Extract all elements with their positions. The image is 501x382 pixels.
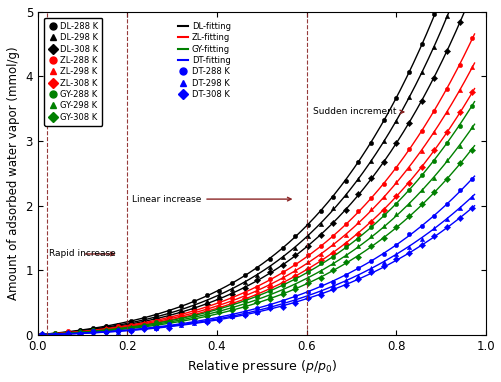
- X-axis label: Relative pressure ($p/p_0$): Relative pressure ($p/p_0$): [186, 358, 336, 375]
- Text: Linear increase: Linear increase: [132, 194, 291, 204]
- Text: Rapid increase: Rapid increase: [49, 249, 116, 259]
- Legend: DL-fitting, ZL-fitting, GY-fitting, DT-fitting, DT-288 K, DT-298 K, DT-308 K: DL-fitting, ZL-fitting, GY-fitting, DT-f…: [174, 18, 234, 103]
- Y-axis label: Amount of adsorbed water vapor (mmol/g): Amount of adsorbed water vapor (mmol/g): [7, 47, 20, 300]
- Text: Sudden increment: Sudden increment: [313, 107, 403, 117]
